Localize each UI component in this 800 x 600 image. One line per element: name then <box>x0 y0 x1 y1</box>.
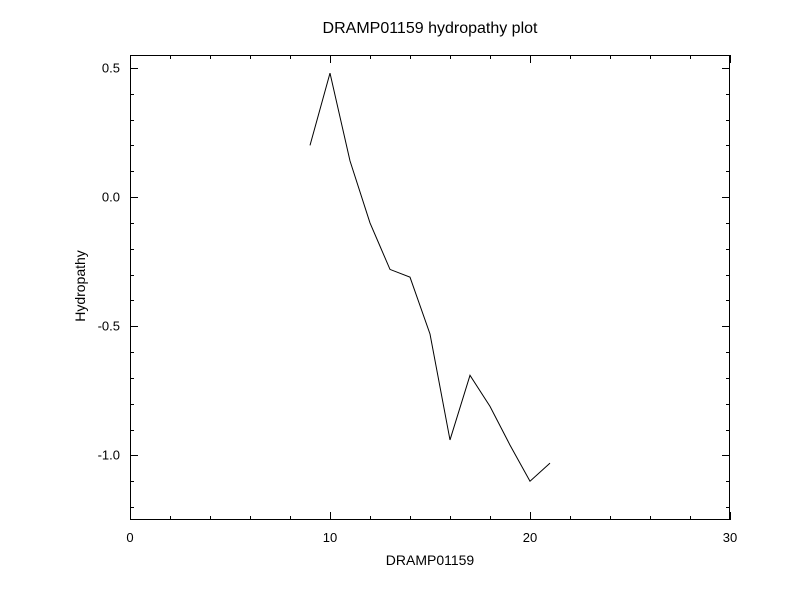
y-minor-tick <box>130 404 134 405</box>
y-minor-tick <box>130 507 134 508</box>
x-minor-tick <box>690 55 691 59</box>
y-minor-tick <box>130 275 134 276</box>
x-tick <box>130 512 131 520</box>
y-tick <box>130 455 138 456</box>
y-minor-tick <box>726 352 730 353</box>
x-minor-tick <box>450 55 451 59</box>
x-tick <box>530 512 531 520</box>
x-tick-label: 30 <box>723 530 737 545</box>
y-minor-tick <box>726 507 730 508</box>
y-minor-tick <box>130 352 134 353</box>
y-minor-tick <box>726 171 730 172</box>
x-tick <box>330 55 331 63</box>
x-tick <box>730 512 731 520</box>
x-tick-label: 20 <box>523 530 537 545</box>
y-tick <box>130 68 138 69</box>
y-minor-tick <box>130 120 134 121</box>
y-minor-tick <box>726 430 730 431</box>
y-minor-tick <box>726 275 730 276</box>
y-tick <box>130 326 138 327</box>
x-minor-tick <box>290 516 291 520</box>
x-tick-label: 10 <box>323 530 337 545</box>
x-minor-tick <box>170 516 171 520</box>
y-minor-tick <box>130 223 134 224</box>
x-minor-tick <box>650 516 651 520</box>
x-minor-tick <box>650 55 651 59</box>
x-tick <box>730 55 731 63</box>
x-minor-tick <box>210 55 211 59</box>
y-minor-tick <box>726 300 730 301</box>
x-minor-tick <box>370 516 371 520</box>
y-minor-tick <box>130 145 134 146</box>
y-minor-tick <box>130 171 134 172</box>
x-minor-tick <box>250 55 251 59</box>
x-minor-tick <box>610 55 611 59</box>
chart-container: DRAMP01159 hydropathy plot DRAMP01159 Hy… <box>0 0 800 600</box>
y-minor-tick <box>726 120 730 121</box>
y-tick-label: 0.5 <box>80 60 120 75</box>
y-minor-tick <box>726 249 730 250</box>
y-minor-tick <box>130 249 134 250</box>
y-minor-tick <box>726 404 730 405</box>
x-tick <box>530 55 531 63</box>
x-minor-tick <box>490 516 491 520</box>
y-minor-tick <box>726 94 730 95</box>
y-tick-label: -1.0 <box>80 448 120 463</box>
y-tick <box>130 197 138 198</box>
y-tick-label: 0.0 <box>80 190 120 205</box>
y-tick-label: -0.5 <box>80 319 120 334</box>
x-minor-tick <box>410 55 411 59</box>
y-minor-tick <box>130 430 134 431</box>
x-minor-tick <box>250 516 251 520</box>
y-minor-tick <box>130 378 134 379</box>
y-minor-tick <box>726 223 730 224</box>
y-tick <box>722 455 730 456</box>
x-minor-tick <box>210 516 211 520</box>
x-minor-tick <box>490 55 491 59</box>
x-minor-tick <box>690 516 691 520</box>
y-minor-tick <box>130 300 134 301</box>
x-minor-tick <box>410 516 411 520</box>
x-tick <box>130 55 131 63</box>
y-minor-tick <box>130 481 134 482</box>
x-minor-tick <box>570 516 571 520</box>
y-tick <box>722 197 730 198</box>
x-minor-tick <box>290 55 291 59</box>
y-minor-tick <box>726 378 730 379</box>
y-tick <box>722 68 730 69</box>
y-minor-tick <box>130 94 134 95</box>
x-minor-tick <box>370 55 371 59</box>
data-line <box>310 73 550 481</box>
x-tick <box>330 512 331 520</box>
y-minor-tick <box>726 481 730 482</box>
y-minor-tick <box>726 145 730 146</box>
line-plot-svg <box>0 0 800 600</box>
x-tick-label: 0 <box>126 530 133 545</box>
x-minor-tick <box>570 55 571 59</box>
x-minor-tick <box>170 55 171 59</box>
y-tick <box>722 326 730 327</box>
x-minor-tick <box>450 516 451 520</box>
x-minor-tick <box>610 516 611 520</box>
